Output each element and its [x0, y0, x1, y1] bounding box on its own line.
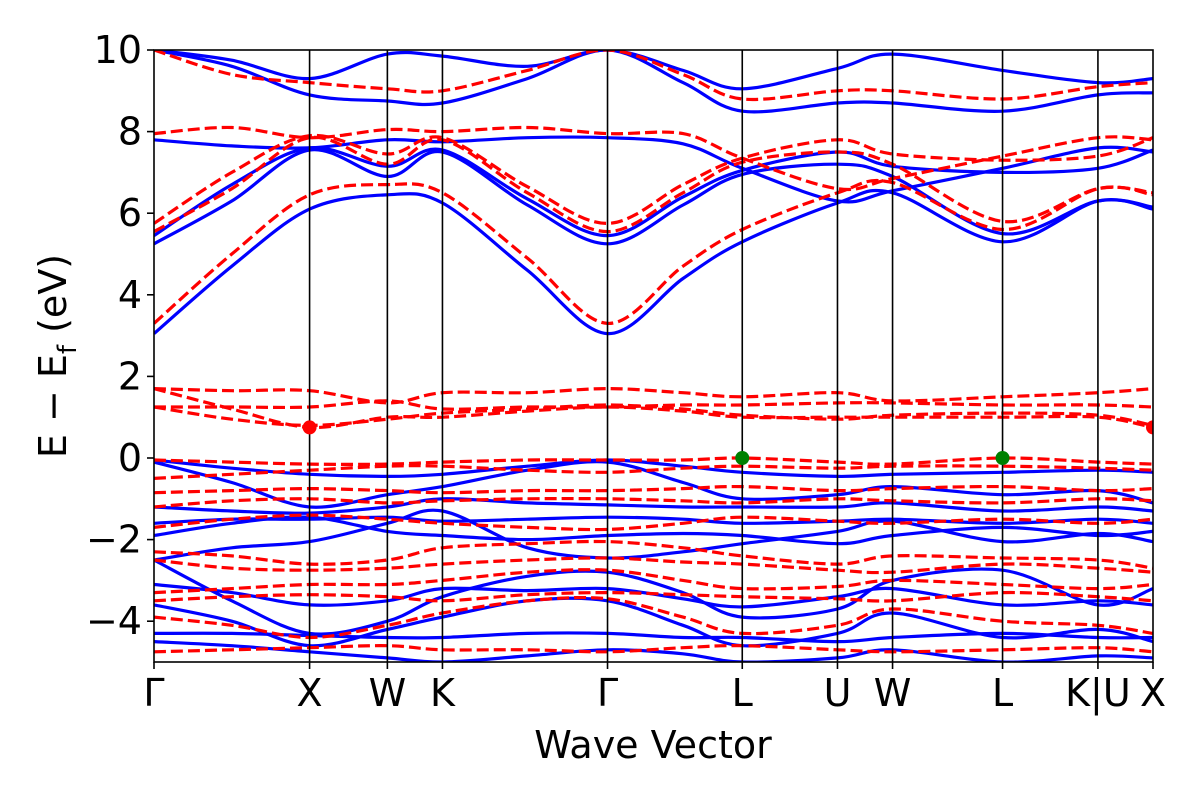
x-tick-label-9: K|U — [1065, 671, 1131, 716]
band-line-solid-7 — [154, 460, 1153, 509]
x-tick-label-6: U — [824, 671, 852, 715]
x-tick-label-1: X — [297, 671, 323, 715]
band-line-dashed-31 — [154, 539, 1153, 570]
y-axis-label-subscript: f — [53, 344, 83, 354]
band-line-solid-10 — [154, 515, 1153, 546]
x-tick-label-3: K — [430, 671, 456, 715]
x-tick-label-10: X — [1140, 671, 1166, 715]
y-axis-label-unit: (eV) — [31, 254, 75, 345]
kpoint-separators — [308, 50, 1099, 662]
band-line-dashed-32 — [154, 556, 1153, 575]
band-line-solid-15 — [154, 631, 1153, 644]
x-tick-label-8: L — [992, 671, 1013, 715]
band-line-dashed-29 — [154, 496, 1153, 509]
x-axis-ticks: Γ X W K Γ L U W L K|U X — [143, 662, 1166, 716]
y-tick-label-2: 0 — [118, 436, 142, 480]
band-marker-0 — [302, 420, 317, 435]
y-tick-label-4: 4 — [118, 273, 142, 317]
band-line-solid-4 — [154, 50, 1153, 114]
band-markers — [302, 420, 1153, 465]
band-line-dashed-36 — [154, 644, 1153, 654]
band-line-dashed-17 — [154, 178, 1153, 326]
band-marker-2 — [735, 451, 750, 465]
band-line-solid-3 — [154, 135, 1153, 204]
band-line-dashed-20 — [154, 125, 1153, 192]
band-line-dashed-35 — [154, 595, 1153, 640]
x-tick-label-2: W — [369, 671, 407, 715]
band-line-dashed-24 — [154, 387, 1153, 430]
band-lines — [154, 50, 1153, 662]
band-line-dashed-26 — [154, 456, 1153, 466]
x-axis-label: Wave Vector — [534, 723, 772, 767]
band-line-dashed-21 — [154, 50, 1153, 102]
y-axis-label: E − Ef (eV) — [31, 254, 83, 458]
y-tick-label-1: −2 — [86, 518, 142, 562]
band-line-solid-11 — [154, 508, 1153, 562]
band-line-solid-1 — [154, 148, 1153, 246]
y-tick-label-3: 2 — [118, 354, 142, 398]
y-tick-label-5: 6 — [118, 191, 142, 235]
band-line-dashed-30 — [154, 513, 1153, 532]
x-tick-label-7: W — [874, 671, 912, 715]
y-tick-label-0: −4 — [86, 599, 142, 643]
plot-frame — [153, 49, 1154, 663]
band-line-dashed-27 — [154, 464, 1153, 480]
band-marker-3 — [995, 451, 1010, 465]
x-tick-label-0: Γ — [143, 671, 164, 715]
x-tick-label-4: Γ — [597, 671, 618, 715]
band-marker-1 — [1146, 420, 1153, 435]
band-line-solid-8 — [154, 497, 1153, 515]
band-line-dashed-33 — [154, 568, 1153, 595]
y-axis-ticks: −4 −2 0 2 4 6 8 10 — [86, 28, 154, 643]
x-tick-label-5: L — [732, 671, 753, 715]
band-line-dashed-34 — [154, 590, 1153, 603]
band-line-dashed-25 — [154, 403, 1153, 427]
y-tick-label-6: 8 — [118, 110, 142, 154]
y-tick-label-7: 10 — [94, 28, 142, 72]
band-line-solid-6 — [154, 458, 1153, 479]
band-line-dashed-28 — [154, 484, 1153, 495]
y-axis-label-main: E − E — [31, 354, 75, 458]
band-line-dashed-22 — [154, 387, 1153, 405]
